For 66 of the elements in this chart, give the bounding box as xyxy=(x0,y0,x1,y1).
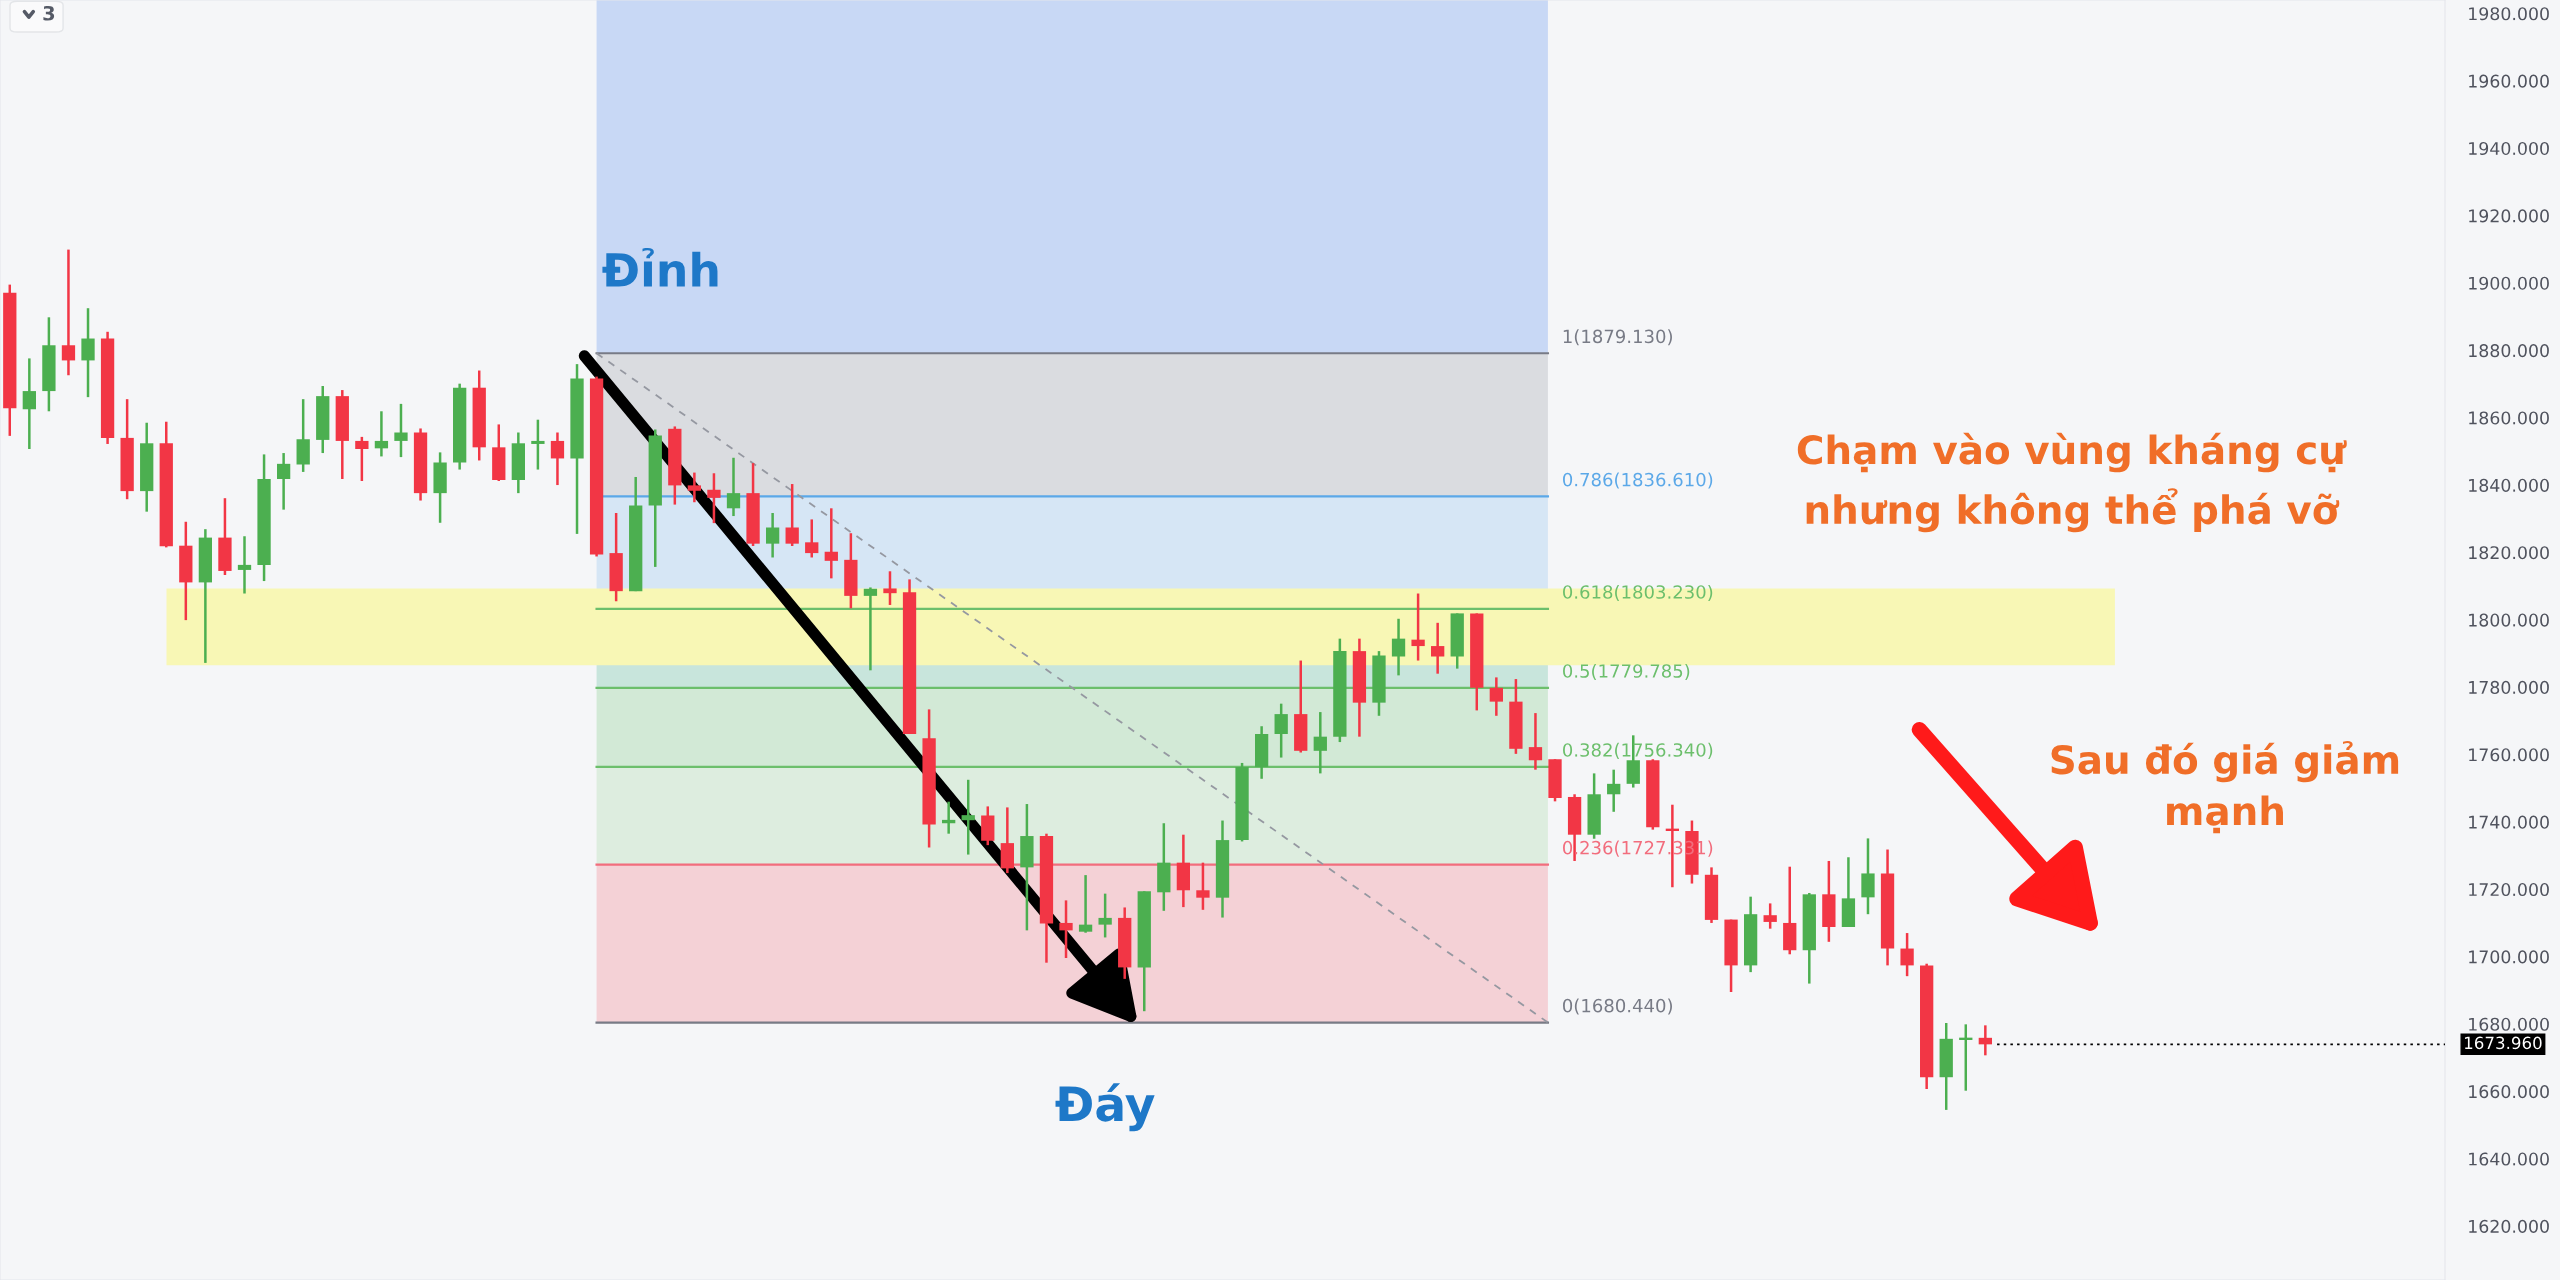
candlestick xyxy=(1078,873,1093,934)
y-tick-label: 1860.000 xyxy=(2469,411,2549,425)
candlestick xyxy=(785,482,799,548)
candlestick xyxy=(81,306,95,399)
y-tick-label: 1660.000 xyxy=(2469,1085,2549,1099)
annotation: 3 xyxy=(43,5,55,21)
ref-line-label: 0.5(1779.785) xyxy=(1563,663,1690,680)
candlestick xyxy=(355,435,369,483)
ref-line-label: 1673.960 xyxy=(2465,1036,2542,1050)
candlestick xyxy=(1059,899,1073,960)
y-tick-label: 1940.000 xyxy=(2469,141,2549,156)
y-tick-label: 1980.000 xyxy=(2469,7,2549,21)
candlestick xyxy=(1528,711,1543,771)
annotation: Đỉnh xyxy=(602,247,718,287)
candlestick xyxy=(1763,902,1777,930)
candlestick xyxy=(276,451,291,511)
y-tick-label: 1800.000 xyxy=(2469,613,2549,627)
candlestick xyxy=(531,418,545,471)
candlestick xyxy=(237,535,252,595)
candlestick xyxy=(961,778,975,856)
candlestick xyxy=(1607,768,1621,814)
candlestick xyxy=(824,507,838,580)
y-tick-label: 1920.000 xyxy=(2469,209,2549,223)
y-tick-label: 1780.000 xyxy=(2469,680,2549,694)
candlestick xyxy=(707,472,721,525)
y-tick-label: 1820.000 xyxy=(2469,546,2549,560)
ref-line-label: 1(1879.130) xyxy=(1563,329,1672,346)
annotation: Chạm vào vùng kháng cự nhưng không thể phá vỡ xyxy=(1797,432,2347,533)
candlestick xyxy=(394,402,408,459)
candlestick xyxy=(1900,931,1914,978)
y-tick-label: 1680.000 xyxy=(2469,1017,2549,1031)
y-tick-label: 1640.000 xyxy=(2469,1152,2549,1166)
y-tick-label: 1720.000 xyxy=(2469,882,2549,897)
y-tick-label: 1700.000 xyxy=(2469,950,2549,964)
candlestick xyxy=(1391,617,1406,677)
ref-line-label: 0(1680.440) xyxy=(1563,998,1672,1015)
candlestick xyxy=(765,511,780,559)
y-tick-label: 1740.000 xyxy=(2469,815,2549,829)
candlestick xyxy=(1978,1024,1992,1057)
candlestick xyxy=(687,471,702,504)
annotation: Đáy xyxy=(1055,1083,1155,1132)
candlestick xyxy=(550,431,565,487)
candlestick xyxy=(805,518,819,559)
candlestick xyxy=(1196,861,1210,912)
ref-line-label: 0.618(1803.230) xyxy=(1563,584,1713,601)
candlestick xyxy=(1489,676,1503,718)
candlestick xyxy=(374,410,389,458)
annotation: Sau đó giá giảm mạnh xyxy=(2051,741,2399,834)
candlestick xyxy=(1313,710,1327,775)
y-tick-label: 1960.000 xyxy=(2469,74,2549,88)
y-tick-label: 1840.000 xyxy=(2469,478,2549,492)
candlestick xyxy=(22,357,36,451)
y-tick-label: 1900.000 xyxy=(2469,276,2549,290)
candlestick xyxy=(1861,837,1875,916)
candlestick xyxy=(1274,702,1288,759)
y-tick-label: 1760.000 xyxy=(2469,748,2549,762)
candlestick xyxy=(1431,621,1445,675)
candlestick xyxy=(1411,592,1425,662)
candlestick xyxy=(1098,892,1112,939)
candlestick xyxy=(61,248,76,377)
ref-line-label: 0.786(1836.610) xyxy=(1563,472,1713,489)
y-tick-label: 1620.000 xyxy=(2469,1219,2549,1233)
candlestick xyxy=(883,570,897,607)
candlestick xyxy=(726,456,741,518)
candlestick xyxy=(863,586,878,672)
y-tick-label: 1880.000 xyxy=(2469,344,2549,358)
